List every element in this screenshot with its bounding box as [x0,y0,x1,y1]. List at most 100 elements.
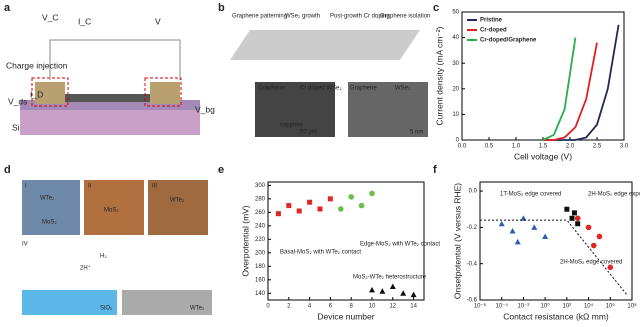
image-label: MoS₂ [42,220,57,226]
wire [49,39,181,80]
y-tick-label: 20 [452,86,459,92]
y-tick-label: -0.6 [467,298,478,304]
y-tick-label: 220 [255,237,266,243]
marker [296,208,302,214]
y-axis-label: Current density (mA cm⁻²) [434,26,444,125]
marker [369,286,375,293]
image-label: V_C [42,12,59,22]
marker [564,206,570,212]
marker [389,283,396,290]
x-tick-label: 12 [389,304,396,310]
marker [498,220,505,227]
legend-label: Cr-doped [480,28,507,34]
image-label: V [155,16,161,26]
image-label: 50 μm [300,130,317,136]
y-tick-label: 260 [255,210,266,216]
marker [327,196,333,202]
y-tick-label: 280 [255,196,266,202]
x-tick-label: 10⁻⁶ [474,303,487,310]
image-label: Post-growth Cr doping [330,14,390,20]
x-axis-label: Cell voltage (V) [514,151,572,161]
marker [317,206,323,212]
x-tick-label: 10² [563,304,572,310]
y-tick-label: 200 [255,250,266,256]
panel-label: e [218,164,224,176]
image-label: sapphire [280,123,304,129]
marker [307,199,313,205]
y-tick-label: 180 [255,264,266,270]
image-label: Graphene isolation [380,14,430,20]
image-label: MoS₂ [104,208,119,214]
y-tick-label: 0.0 [469,189,478,195]
x-tick-label: 2.0 [566,144,575,150]
image-label: II [88,184,92,190]
x-tick-label: 2.5 [593,144,602,150]
marker [571,210,577,216]
plot-frame [479,181,633,301]
image-label: SiO₂ [100,306,113,312]
series-label: Basal-MoS₂ with WTe₂ contact [280,250,361,256]
x-tick-label: 2 [287,304,291,310]
x-axis-label: Device number [317,311,374,321]
marker [575,221,581,227]
x-tick-label: 6 [329,304,333,310]
x-tick-label: 4 [308,304,312,310]
x-tick-label: 3.0 [620,144,629,150]
marker [400,290,407,296]
image-label: WSe₂ [395,86,411,92]
marker [410,291,417,298]
panel-a-device [20,39,200,135]
image-label: V_ds [8,96,27,106]
image-label: Si [12,122,20,132]
marker [379,288,386,294]
image-label: I_C [78,16,91,26]
marker [338,206,344,212]
micrograph [84,180,144,235]
y-tick-label: 10 [452,112,459,118]
micrograph [255,82,335,137]
image-label: 5 nm [410,130,423,136]
image-label: WTe₂ [170,198,185,204]
contact [35,82,65,104]
series-label: 1T-MoS₂ edge covered [500,192,561,198]
marker [596,233,603,240]
x-tick-label: 10⁻² [518,304,530,310]
series-label: 2H-MoS₂ edge covered [560,260,622,266]
panel-label: c [433,2,439,14]
y-tick-label: 50 [452,10,459,16]
panel-label: f [433,164,437,176]
x-tick-label: 10⁶ [606,303,616,310]
substrate [20,110,200,135]
marker [514,238,521,245]
y-tick-label: 300 [255,183,266,189]
marker [275,211,281,217]
legend-label: Cr-doped/Graphene [480,38,537,44]
marker [607,264,614,271]
contact [150,82,180,104]
y-tick-label: -0.4 [467,261,478,267]
image-label: WTe₂ [190,306,205,312]
y-tick-label: -0.2 [467,225,478,231]
marker [358,202,365,209]
panel-d-images [22,180,212,315]
marker [369,190,375,197]
y-axis-label: Overpotential (mV) [240,205,250,276]
image-label: WSe₂ growth [285,14,320,20]
panel-label: d [4,164,11,176]
marker [569,215,575,221]
micrograph [148,180,208,235]
highlight [144,77,182,107]
y-tick-label: 160 [255,277,266,283]
channel [65,94,150,102]
panel-label: b [218,2,225,14]
line [543,42,598,141]
line [542,37,577,141]
x-tick-label: 1.5 [539,144,548,150]
marker [509,228,516,234]
y-tick-label: 30 [452,61,459,67]
marker [574,215,581,222]
marker [531,224,538,230]
x-tick-label: 8 [350,304,354,310]
micrograph [22,180,80,235]
